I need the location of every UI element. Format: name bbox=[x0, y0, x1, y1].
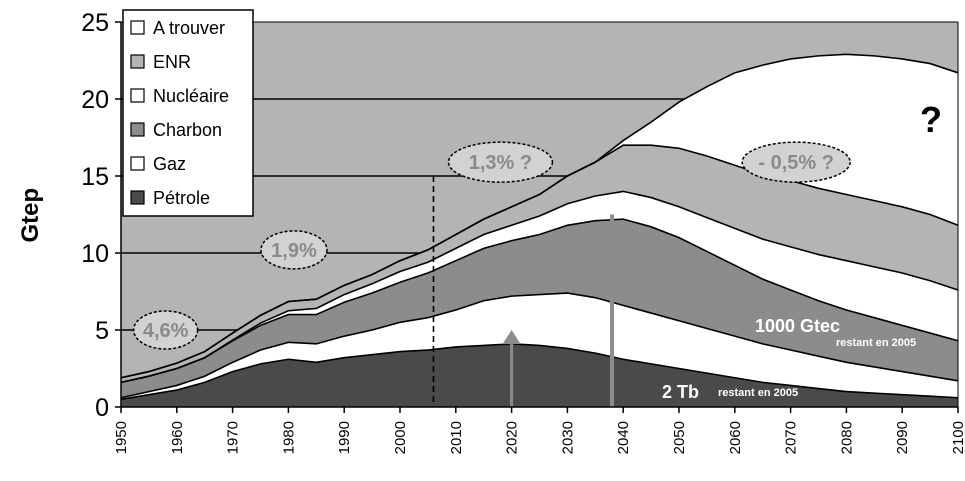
question-mark-annotation: ? bbox=[920, 99, 942, 140]
legend-entry: Nucléaire bbox=[153, 86, 229, 106]
growth-bubble bbox=[741, 141, 851, 183]
area-p-trole bbox=[121, 343, 958, 407]
coal-reserve-annotation: 1000 Gtec bbox=[755, 316, 840, 336]
legend-swatch bbox=[130, 20, 145, 35]
x-tick-label: 2030 bbox=[559, 421, 576, 454]
legend-entry: Pétrole bbox=[153, 188, 210, 208]
legend-swatch bbox=[130, 54, 145, 69]
x-tick-label: 2080 bbox=[838, 421, 855, 454]
y-tick-labels: 0 5 10 15 20 25 bbox=[81, 9, 121, 422]
x-tick-label: 2010 bbox=[448, 421, 465, 454]
coal-reserve-subnote: restant en 2005 bbox=[836, 337, 916, 349]
x-tick-label: 1950 bbox=[113, 421, 130, 454]
legend-swatch bbox=[130, 190, 145, 205]
series-edge-3 bbox=[120, 218, 959, 384]
oil-reserve-subnote: restant en 2005 bbox=[718, 387, 798, 399]
series-edge-6 bbox=[120, 53, 959, 379]
growth-bubble-label: 1,3% ? bbox=[469, 152, 532, 174]
y-axis-label: Gtep bbox=[17, 188, 44, 243]
area-gaz bbox=[121, 293, 958, 400]
growth-bubble-label: - 0,5% ? bbox=[758, 152, 834, 174]
legend-swatch bbox=[130, 122, 145, 137]
oil-reserve-annotation: 2 Tb bbox=[662, 382, 699, 402]
series-edge-4 bbox=[120, 190, 959, 384]
x-tick-label: 2060 bbox=[727, 421, 744, 454]
legend-entry: Gaz bbox=[153, 154, 186, 174]
series-edge-lines bbox=[120, 53, 959, 401]
x-tick-label: 1990 bbox=[336, 421, 353, 454]
legend: A trouver ENR Nucléaire Charbon Gaz Pétrole bbox=[122, 9, 254, 217]
y-tick-label: 0 bbox=[95, 394, 109, 422]
x-tick-labels: 1950 1960 1970 1980 1990 2000 2010 2020 2030 2040… bbox=[113, 407, 965, 454]
legend-swatch bbox=[130, 156, 145, 171]
x-tick-label: 2020 bbox=[504, 421, 521, 454]
growth-annotations: 4,6% 1,9% 1,3% ? - 0,5% ? bbox=[132, 141, 851, 350]
legend-entry: A trouver bbox=[153, 18, 225, 38]
series-edge-2 bbox=[120, 292, 959, 399]
area-nucl-aire bbox=[121, 191, 958, 383]
legend-entry: Charbon bbox=[153, 120, 222, 140]
oil-peak-arrow-head bbox=[502, 330, 521, 344]
y-tick-label: 5 bbox=[95, 317, 109, 345]
y-tick-label: 20 bbox=[81, 86, 109, 114]
x-tick-label: 1970 bbox=[225, 421, 242, 454]
x-tick-label: 2040 bbox=[615, 421, 632, 454]
legend-swatch bbox=[130, 88, 145, 103]
growth-bubble bbox=[132, 310, 199, 350]
growth-bubble-label: 4,6% bbox=[143, 320, 189, 342]
y-tick-label: 10 bbox=[81, 240, 109, 268]
y-tick-label: 15 bbox=[81, 163, 109, 191]
axes bbox=[120, 21, 959, 408]
x-tick-label: 2070 bbox=[783, 421, 800, 454]
area-charbon bbox=[121, 219, 958, 398]
x-tick-label: 2000 bbox=[392, 421, 409, 454]
y-tick-label: 25 bbox=[81, 9, 109, 37]
series-edge-1 bbox=[120, 343, 959, 401]
x-tick-label: 2050 bbox=[671, 421, 688, 454]
x-tick-label: 2100 bbox=[950, 421, 965, 454]
growth-bubble-label: 1,9% bbox=[271, 240, 317, 262]
x-tick-label: 2090 bbox=[894, 421, 911, 454]
legend-box bbox=[122, 9, 254, 217]
legend-entry: ENR bbox=[153, 52, 191, 72]
x-tick-label: 1960 bbox=[169, 421, 186, 454]
area-enr bbox=[121, 145, 958, 383]
x-tick-label: 1980 bbox=[280, 421, 297, 454]
area-series-group bbox=[121, 22, 958, 407]
growth-bubble bbox=[260, 230, 328, 270]
marker-lines bbox=[432, 176, 615, 407]
growth-bubble bbox=[447, 141, 554, 183]
area-a-trouver bbox=[121, 54, 958, 378]
